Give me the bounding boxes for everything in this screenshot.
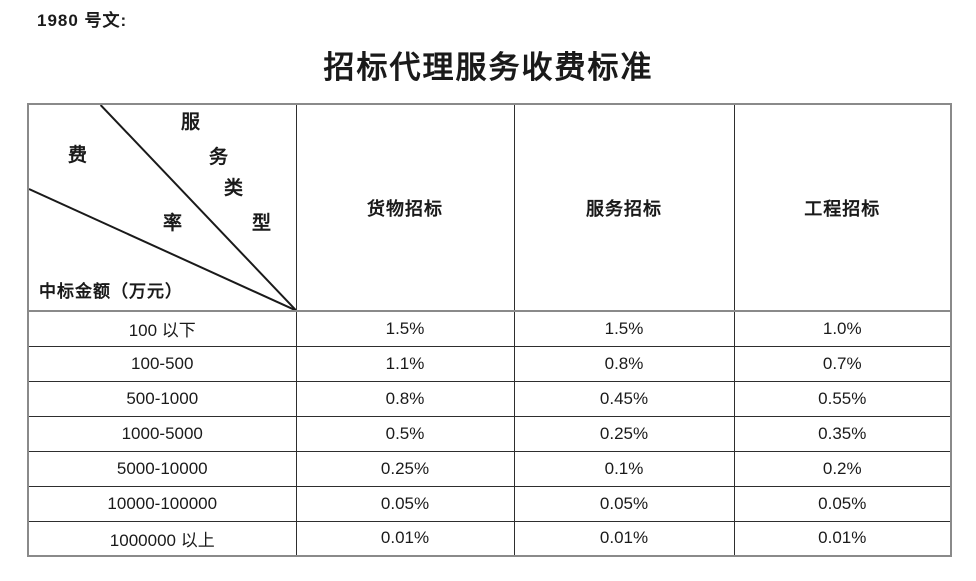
fee-cell: 0.8% — [295, 380, 515, 417]
fee-cell: 0.01% — [733, 520, 952, 557]
col-header-engineering-bidding: 工程招标 — [733, 103, 952, 312]
fee-cell: 0.25% — [295, 450, 515, 487]
table-row: 1000-5000 0.5% 0.25% 0.35% — [27, 415, 952, 452]
fee-cell: 0.25% — [513, 415, 735, 452]
fee-cell: 1.5% — [513, 310, 735, 347]
table-row: 100 以下 1.5% 1.5% 1.0% — [27, 310, 952, 347]
fee-cell: 0.05% — [513, 485, 735, 522]
fee-table: 服 务 类 型 费 率 中标金额（万元） 货物招标 服务招标 工程招标 100 … — [27, 103, 952, 557]
diagonal-divider-lines — [29, 105, 295, 309]
amount-range-cell: 10000-100000 — [27, 485, 297, 522]
corner-header-cell: 服 务 类 型 费 率 中标金额（万元） — [27, 103, 297, 312]
corner-fee-rate-char: 费 — [67, 145, 88, 166]
amount-range-cell: 100 以下 — [27, 310, 297, 347]
table-row: 500-1000 0.8% 0.45% 0.55% — [27, 380, 952, 417]
fee-cell: 0.01% — [513, 520, 735, 557]
fee-cell: 0.5% — [295, 415, 515, 452]
corner-service-type-char: 类 — [223, 178, 244, 199]
table-row: 5000-10000 0.25% 0.1% 0.2% — [27, 450, 952, 487]
page-title: 招标代理服务收费标准 — [323, 50, 654, 85]
fee-cell: 0.2% — [733, 450, 952, 487]
col-header-service-bidding: 服务招标 — [513, 103, 735, 312]
fee-cell: 0.35% — [733, 415, 952, 452]
fee-cell: 1.0% — [733, 310, 952, 347]
header-row: 服 务 类 型 费 率 中标金额（万元） 货物招标 服务招标 工程招标 — [27, 103, 952, 312]
corner-service-type-char: 服 — [180, 112, 201, 133]
fee-cell: 0.55% — [733, 380, 952, 417]
table-row: 10000-100000 0.05% 0.05% 0.05% — [27, 485, 952, 522]
fee-cell: 0.7% — [733, 345, 952, 382]
fee-cell: 0.01% — [295, 520, 515, 557]
corner-amount-axis-label: 中标金额（万元） — [39, 282, 183, 301]
amount-range-cell: 100-500 — [27, 345, 297, 382]
amount-range-cell: 500-1000 — [27, 380, 297, 417]
table-row: 1000000 以上 0.01% 0.01% 0.01% — [27, 520, 952, 557]
col-header-goods-bidding: 货物招标 — [295, 103, 515, 312]
doc-number-label: 1980 号文: — [37, 11, 128, 30]
fee-cell: 1.5% — [295, 310, 515, 347]
corner-service-type-char: 务 — [208, 147, 229, 168]
fee-cell: 1.1% — [295, 345, 515, 382]
fee-cell: 0.05% — [295, 485, 515, 522]
amount-range-cell: 1000000 以上 — [27, 520, 297, 557]
table-row: 100-500 1.1% 0.8% 0.7% — [27, 345, 952, 382]
corner-service-type-char: 型 — [251, 213, 272, 234]
amount-range-cell: 1000-5000 — [27, 415, 297, 452]
corner-fee-rate-char: 率 — [162, 213, 183, 234]
fee-cell: 0.8% — [513, 345, 735, 382]
amount-range-cell: 5000-10000 — [27, 450, 297, 487]
fee-cell: 0.45% — [513, 380, 735, 417]
fee-cell: 0.1% — [513, 450, 735, 487]
fee-cell: 0.05% — [733, 485, 952, 522]
